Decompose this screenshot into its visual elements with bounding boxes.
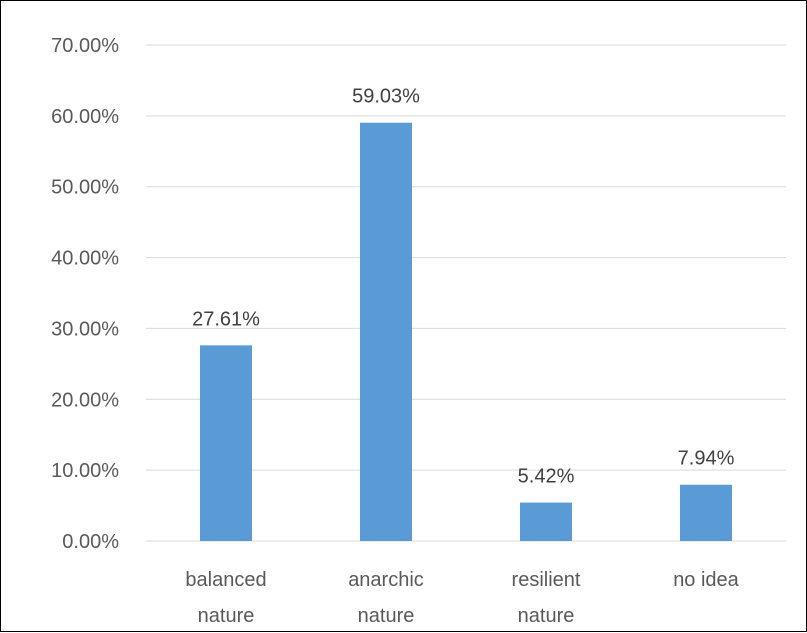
y-tick-label: 20.00% <box>51 389 119 411</box>
bars <box>200 122 732 541</box>
y-tick-label: 70.00% <box>51 35 119 57</box>
x-axis-categories: balanced nature anarchic nature resilient nat… <box>185 569 739 627</box>
category-label: no idea <box>673 569 739 591</box>
bar <box>200 345 252 541</box>
gridlines <box>146 44 786 542</box>
y-tick-label: 50.00% <box>51 177 119 199</box>
y-tick-label: 40.00% <box>51 248 119 270</box>
category-label: anarchic <box>348 569 424 591</box>
y-axis-ticks: 0.00% 10.00% 20.00% 30.00% 40.00% 50.00% 60.00… <box>51 35 119 553</box>
bar <box>680 484 732 541</box>
data-labels: 27.61% 59.03% 5.42% 7.94% <box>192 86 734 488</box>
y-tick-label: 10.00% <box>51 460 119 482</box>
y-tick-label: 0.00% <box>62 531 119 553</box>
data-label: 7.94% <box>678 448 735 470</box>
category-label: nature <box>518 605 575 627</box>
y-tick-label: 60.00% <box>51 106 119 128</box>
y-tick-label: 30.00% <box>51 318 119 340</box>
bar <box>360 122 412 541</box>
bar <box>520 502 572 541</box>
category-label: nature <box>358 605 415 627</box>
category-label: resilient <box>512 569 581 591</box>
category-label: nature <box>198 605 255 627</box>
category-label: balanced <box>185 569 266 591</box>
data-label: 59.03% <box>352 86 420 108</box>
data-label: 27.61% <box>192 308 260 330</box>
data-label: 5.42% <box>518 466 575 488</box>
